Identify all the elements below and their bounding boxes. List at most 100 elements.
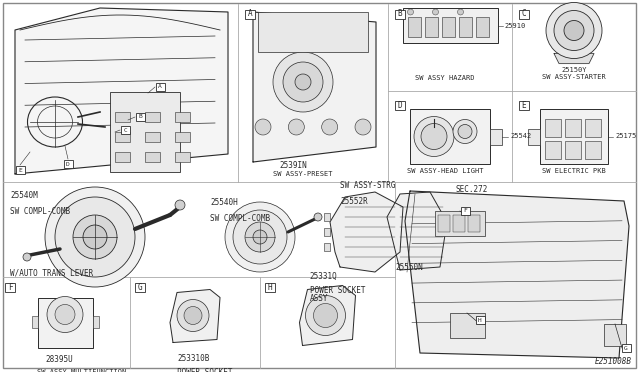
Bar [115,152,130,162]
Bar [410,109,490,164]
Bar [458,17,472,37]
Bar [120,126,129,134]
Bar [5,282,15,292]
Text: 25540M: 25540M [10,191,38,200]
Bar [476,17,488,37]
Circle shape [55,305,75,324]
Polygon shape [405,191,629,358]
Bar [565,141,581,159]
Text: 25910: 25910 [504,22,525,29]
Bar [435,211,485,236]
Circle shape [322,119,338,135]
Bar [145,112,160,122]
Bar [15,166,24,174]
Circle shape [414,116,454,157]
Text: SW ASSY-PRESET: SW ASSY-PRESET [273,171,333,177]
Circle shape [314,213,322,221]
Text: 25552R: 25552R [340,197,368,206]
Circle shape [408,9,413,15]
Circle shape [564,20,584,41]
Text: 28395U: 28395U [45,355,73,364]
Bar [519,10,529,19]
Bar [585,141,601,159]
Bar [145,152,160,162]
Text: G: G [624,346,628,350]
Bar [604,324,626,346]
Circle shape [83,225,107,249]
Text: 2539IN: 2539IN [279,161,307,170]
Circle shape [421,124,447,150]
Polygon shape [253,12,376,162]
Circle shape [355,119,371,135]
Bar [38,298,93,347]
Bar [461,207,470,215]
Text: F: F [8,282,12,292]
Circle shape [233,210,287,264]
Text: 25175: 25175 [615,134,636,140]
Text: E251008B: E251008B [595,357,632,366]
Text: 25542: 25542 [510,134,531,140]
Bar [565,119,581,137]
Circle shape [295,74,311,90]
Bar [621,344,630,352]
Bar [115,112,130,122]
Text: SW COMPL-COMB: SW COMPL-COMB [10,207,70,216]
Bar [115,132,130,142]
Circle shape [433,9,438,15]
Text: B: B [138,115,142,119]
Circle shape [245,222,275,252]
Text: SW ELECTRIC PKB: SW ELECTRIC PKB [542,168,606,174]
Bar [519,100,529,109]
Text: 253310B: 253310B [177,354,209,363]
Bar [395,10,405,19]
Bar [156,83,164,91]
Text: SW ASSY-STARTER: SW ASSY-STARTER [542,74,606,80]
Bar [453,215,465,232]
Bar [324,243,330,251]
Bar [403,8,497,43]
Circle shape [184,307,202,324]
Text: SEC.272: SEC.272 [455,185,488,194]
Circle shape [305,295,346,336]
Bar [545,119,561,137]
Circle shape [273,52,333,112]
Bar [136,113,145,121]
Text: E: E [522,100,526,109]
Bar [528,128,540,144]
Bar [175,152,190,162]
Text: W/AUTO TRANS LEVER: W/AUTO TRANS LEVER [10,269,93,278]
Text: ASSY: ASSY [310,294,328,303]
Circle shape [55,197,135,277]
Text: H: H [268,282,272,292]
Bar [545,141,561,159]
Circle shape [23,253,31,261]
Bar [175,112,190,122]
Bar [442,17,454,37]
Bar [408,17,420,37]
Bar [324,213,330,221]
Bar [110,92,180,172]
Text: B: B [397,10,403,19]
Bar [424,17,438,37]
Polygon shape [300,285,355,346]
Circle shape [45,187,145,287]
Bar [468,215,480,232]
Polygon shape [330,192,403,272]
Text: G: G [138,282,142,292]
Circle shape [554,10,594,51]
Text: 25550N: 25550N [395,263,423,272]
Bar [265,282,275,292]
Circle shape [453,119,477,144]
Circle shape [283,62,323,102]
Text: C: C [123,128,127,132]
Circle shape [255,119,271,135]
Bar [93,315,99,327]
Circle shape [47,296,83,333]
Text: D: D [397,100,403,109]
Text: SW ASSY-MULTIFUNCTION: SW ASSY-MULTIFUNCTION [37,369,126,372]
Polygon shape [15,8,228,174]
Circle shape [289,119,305,135]
Circle shape [177,299,209,331]
Bar [135,282,145,292]
Text: SW ASSY HAZARD: SW ASSY HAZARD [415,75,475,81]
